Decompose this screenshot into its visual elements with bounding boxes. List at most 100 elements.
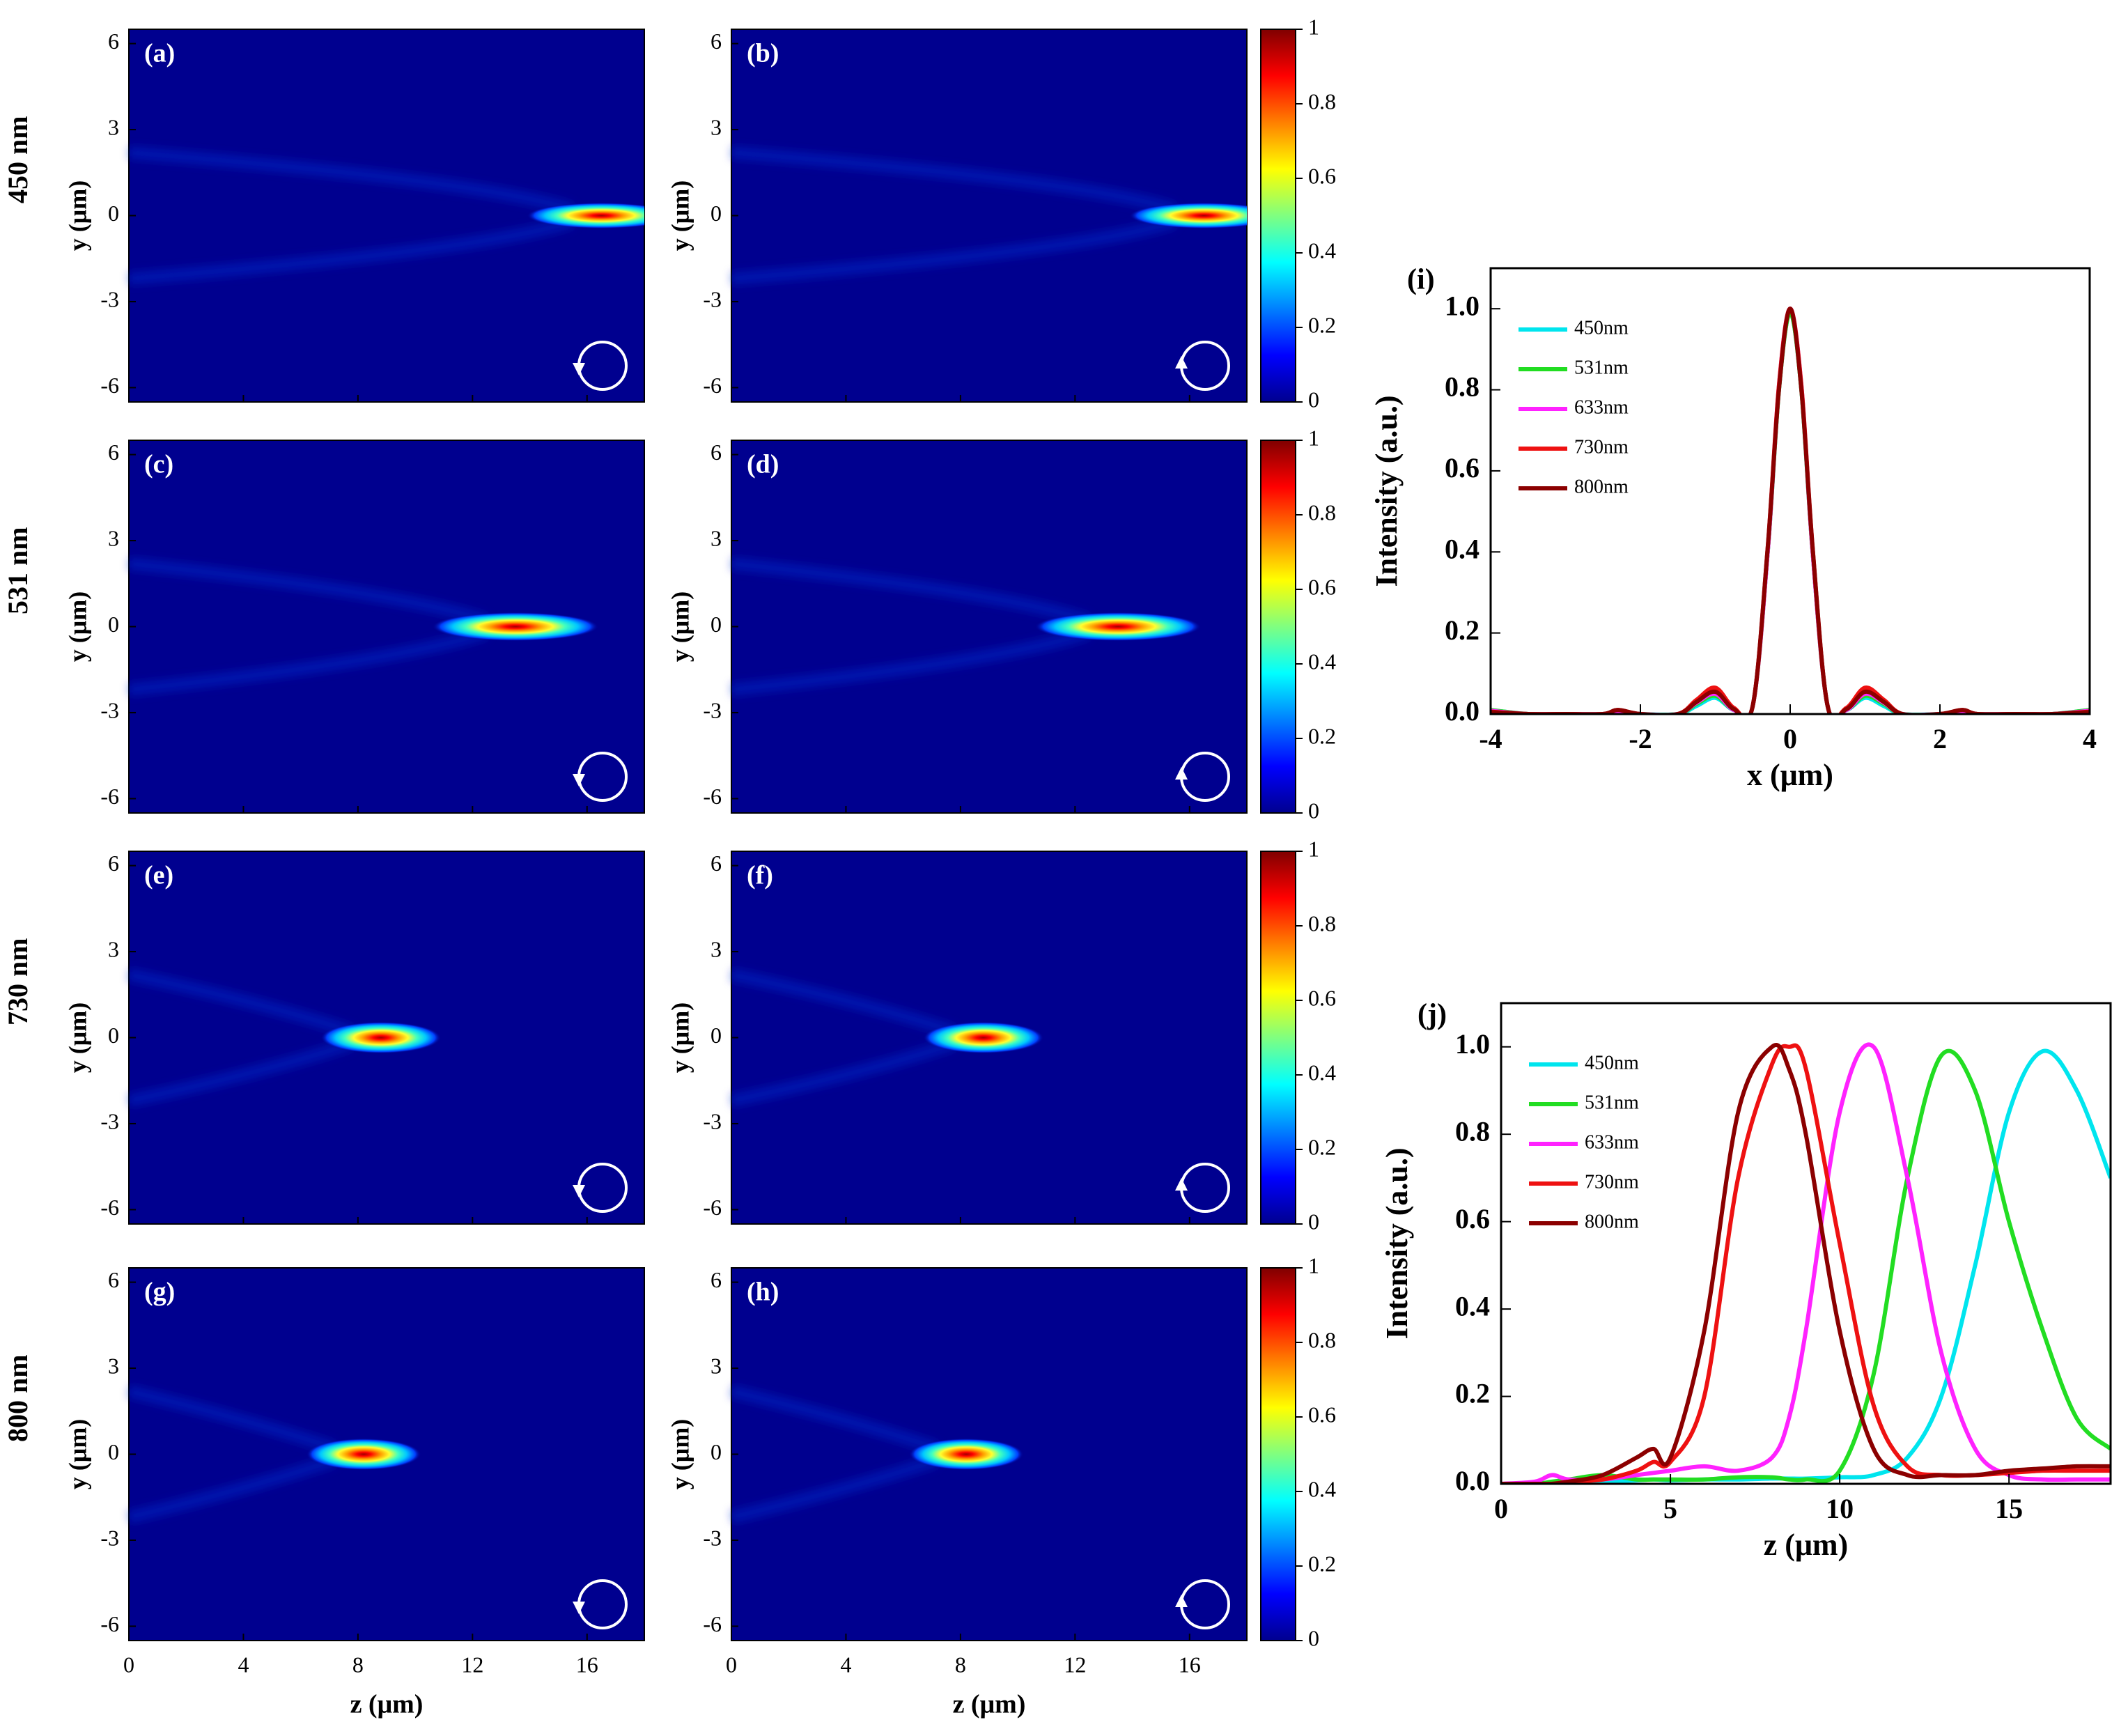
y-tick-label: 3 [710, 1353, 722, 1378]
colorbar-tick-label: 0.4 [1308, 1060, 1336, 1085]
legend-label: 730nm [1574, 436, 1629, 458]
side-lobe [731, 557, 1092, 696]
focal-spot-group [306, 1438, 421, 1471]
colorbar: 0 0.2 0.4 0.6 0.8 1 [1260, 1253, 1336, 1650]
y-tick-label: 0 [108, 612, 119, 637]
z-tick-label: 12 [1064, 1652, 1086, 1677]
y-tick-label: 0.8 [1445, 371, 1479, 403]
focal-spot-group [908, 1438, 1024, 1471]
y-tick-label: 0.8 [1455, 1115, 1490, 1147]
side-lobe [127, 1385, 337, 1524]
heatmap-panel: (a) -6 -3 0 3 6 y (μm) [63, 29, 645, 403]
profile-chart-i: 450nm 531nm 633nm 730nm 800nm -4 -2 0 2 4 0.0 0.2 0.… [1369, 264, 2097, 792]
x-tick-label: 0 [1783, 723, 1797, 754]
legend-label: 531nm [1585, 1092, 1639, 1113]
x-axis-label: x (μm) [1747, 758, 1833, 792]
z-tick-label: 0 [726, 1652, 737, 1677]
legend-label: 450nm [1574, 317, 1629, 339]
panel-label: (e) [144, 861, 173, 890]
z-tick-label: 4 [840, 1652, 851, 1677]
y-tick-label: -6 [100, 784, 119, 809]
y-axis-label: y (μm) [63, 591, 91, 662]
panel-label: (h) [747, 1278, 779, 1307]
y-tick-label: 3 [710, 936, 722, 961]
colorbars: 0 0.2 0.4 0.6 0.8 1 0 0.2 0.4 0.6 0.8 1 0 0.2 0.4 0.6 0.… [1260, 14, 1336, 1650]
x-tick-label: 2 [1933, 723, 1947, 754]
y-tick-label: 0 [108, 201, 119, 226]
y-tick-label: 0.0 [1455, 1465, 1490, 1496]
y-axis-label: y (μm) [63, 1002, 91, 1073]
y-tick-label: 6 [108, 440, 119, 465]
focal-spot-group [432, 612, 599, 642]
colorbar-tick-label: 0.6 [1308, 985, 1336, 1010]
x-tick-label: -4 [1479, 723, 1502, 754]
y-tick-label: -3 [703, 286, 722, 311]
focal-spot [1034, 612, 1202, 642]
y-tick-label: -3 [703, 1525, 722, 1550]
y-tick-label: 3 [108, 936, 119, 961]
side-lobe [128, 557, 489, 696]
legend-label: 450nm [1585, 1052, 1639, 1074]
colorbar-tick-label: 0.4 [1308, 238, 1336, 263]
z-tick-label: 4 [238, 1652, 249, 1677]
focal-spot-group [923, 1021, 1044, 1054]
colorbar-tick-label: 0.2 [1308, 723, 1336, 748]
colorbar-tick-label: 0.4 [1308, 649, 1336, 674]
x-tick-label: -2 [1629, 723, 1652, 754]
colorbar-tick-label: 0 [1308, 1209, 1319, 1234]
wavelength-label: 450 nm [2, 116, 33, 203]
colorbar-tick-label: 0 [1308, 387, 1319, 412]
y-tick-label: 1.0 [1445, 290, 1479, 321]
colorbar-gradient [1260, 29, 1296, 403]
x-tick-label: 5 [1663, 1493, 1677, 1524]
heatmap-panel: (b) -6 -3 0 3 6 y (μm) [666, 29, 1248, 403]
side-lobe [729, 1385, 940, 1524]
y-tick-label: 0 [710, 1439, 722, 1464]
x-tick-label: 10 [1826, 1493, 1854, 1524]
heatmap-panel: (d) -6 -3 0 3 6 y (μm) [666, 440, 1248, 814]
x-axis-label: z (μm) [1764, 1528, 1848, 1562]
y-axis-label: Intensity (a.u.) [1369, 395, 1404, 587]
y-tick-label: 6 [710, 1267, 722, 1292]
z-tick-label: 12 [461, 1652, 483, 1677]
focal-spot-group [527, 202, 644, 229]
y-tick-label: 3 [108, 1353, 119, 1378]
colorbar-tick-label: 0.8 [1308, 1327, 1336, 1352]
colorbar: 0 0.2 0.4 0.6 0.8 1 [1260, 425, 1336, 823]
side-lobe [127, 968, 355, 1107]
x-axis-label: z (μm) [953, 1690, 1026, 1719]
wavelength-labels: 450 nm 531 nm 730 nm 800 nm [2, 116, 33, 1442]
y-tick-label: 0 [108, 1439, 119, 1464]
focal-spot-group [1034, 612, 1202, 642]
y-tick-label: -6 [100, 1195, 119, 1220]
colorbar-gradient [1260, 1267, 1296, 1641]
x-axis-label: z (μm) [350, 1690, 424, 1719]
y-tick-label: -6 [100, 373, 119, 398]
heatmap-panel: (h) -6 -3 0 3 6 y (μm) 0 4 8 12 16 z (μm) [666, 1267, 1248, 1719]
panel-label: (g) [144, 1278, 175, 1307]
y-tick-label: 1.0 [1455, 1028, 1490, 1060]
legend-label: 531nm [1574, 357, 1629, 378]
panel-label: (b) [747, 39, 779, 68]
x-tick-label: 0 [1494, 1493, 1508, 1524]
wavelength-label: 730 nm [2, 938, 33, 1025]
rotation-arrow-icon [1175, 1178, 1188, 1191]
focal-spot-group [320, 1021, 442, 1054]
series-line-800nm [1491, 307, 2090, 714]
y-tick-label: 3 [108, 114, 119, 139]
colorbar-tick-label: 0.8 [1308, 88, 1336, 114]
side-lobe [730, 968, 957, 1107]
colorbar-tick-label: 0.2 [1308, 1551, 1336, 1576]
colorbar-tick-label: 0.8 [1308, 910, 1336, 936]
heatmap-panel: (f) -6 -3 0 3 6 y (μm) [666, 851, 1248, 1225]
heatmap-panel: (e) -6 -3 0 3 6 y (μm) [63, 851, 645, 1225]
y-tick-label: -6 [703, 1611, 722, 1636]
y-tick-label: 0 [710, 612, 722, 637]
y-tick-label: 0.6 [1455, 1203, 1490, 1234]
series-group [1501, 1042, 2111, 1484]
colorbar-tick-label: 1 [1308, 425, 1319, 450]
series-line-800nm [1501, 1043, 2111, 1484]
focal-spot [527, 202, 644, 229]
side-lobe [731, 146, 1178, 286]
